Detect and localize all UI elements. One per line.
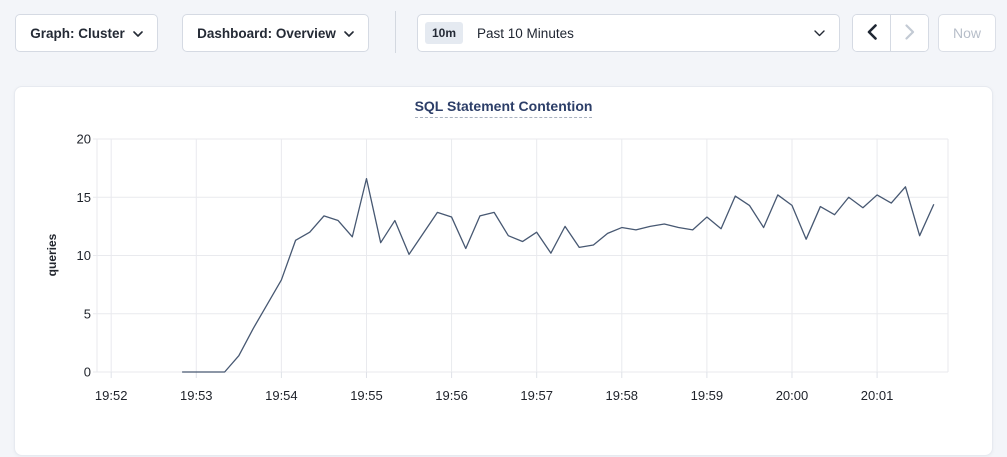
data-line <box>182 177 935 373</box>
x-tick-label: 20:01 <box>861 388 894 403</box>
previous-time-button[interactable] <box>853 15 890 51</box>
chart-panel: SQL Statement Contention 0 5 10 15 20 19:52 19… <box>14 86 993 456</box>
chevron-left-icon <box>867 23 877 43</box>
x-tick-label: 19:57 <box>520 388 553 403</box>
time-range-label: Past 10 Minutes <box>477 25 574 41</box>
y-axis-title: queries <box>45 233 59 276</box>
x-tick-label: 20:00 <box>776 388 809 403</box>
dashboard-dropdown-label: Dashboard: Overview <box>197 25 336 41</box>
y-tick-label: 15 <box>77 190 91 205</box>
dashboard-dropdown[interactable]: Dashboard: Overview <box>182 14 369 52</box>
x-tick-label: 19:59 <box>691 388 724 403</box>
chart-title[interactable]: SQL Statement Contention <box>414 98 593 118</box>
x-tick-label: 19:52 <box>95 388 128 403</box>
graph-dropdown-label: Graph: Cluster <box>30 25 125 41</box>
time-range-badge: 10m <box>425 22 464 44</box>
chevron-down-icon <box>132 30 143 37</box>
toolbar-divider <box>395 11 396 53</box>
x-tick-label: 19:54 <box>265 388 298 403</box>
chevron-down-icon <box>814 30 825 37</box>
chevron-right-icon <box>904 23 915 43</box>
y-tick-label: 10 <box>77 248 91 263</box>
time-range-dropdown[interactable]: 10m Past 10 Minutes <box>417 14 840 52</box>
y-tick-label: 20 <box>77 132 91 147</box>
now-button[interactable]: Now <box>938 14 996 52</box>
chevron-down-icon <box>344 30 354 37</box>
x-tick-label: 19:55 <box>350 388 383 403</box>
x-tick-label: 19:53 <box>180 388 213 403</box>
chart-svg[interactable]: 0 5 10 15 20 19:52 19:53 19:54 19:55 19:56 19:57 19… <box>15 87 994 457</box>
next-time-button[interactable] <box>890 15 928 51</box>
y-tick-label: 5 <box>84 306 91 321</box>
x-tick-label: 19:58 <box>606 388 639 403</box>
graph-dropdown[interactable]: Graph: Cluster <box>15 14 158 52</box>
y-tick-label: 0 <box>84 365 91 380</box>
x-tick-label: 19:56 <box>435 388 468 403</box>
time-step-button-group <box>852 14 929 52</box>
